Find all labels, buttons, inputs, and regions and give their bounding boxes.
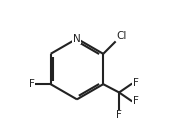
Text: Cl: Cl: [116, 31, 127, 41]
Text: N: N: [73, 34, 81, 44]
Text: F: F: [133, 96, 139, 106]
Text: F: F: [133, 79, 139, 88]
Text: F: F: [116, 110, 122, 120]
Text: F: F: [29, 79, 35, 89]
